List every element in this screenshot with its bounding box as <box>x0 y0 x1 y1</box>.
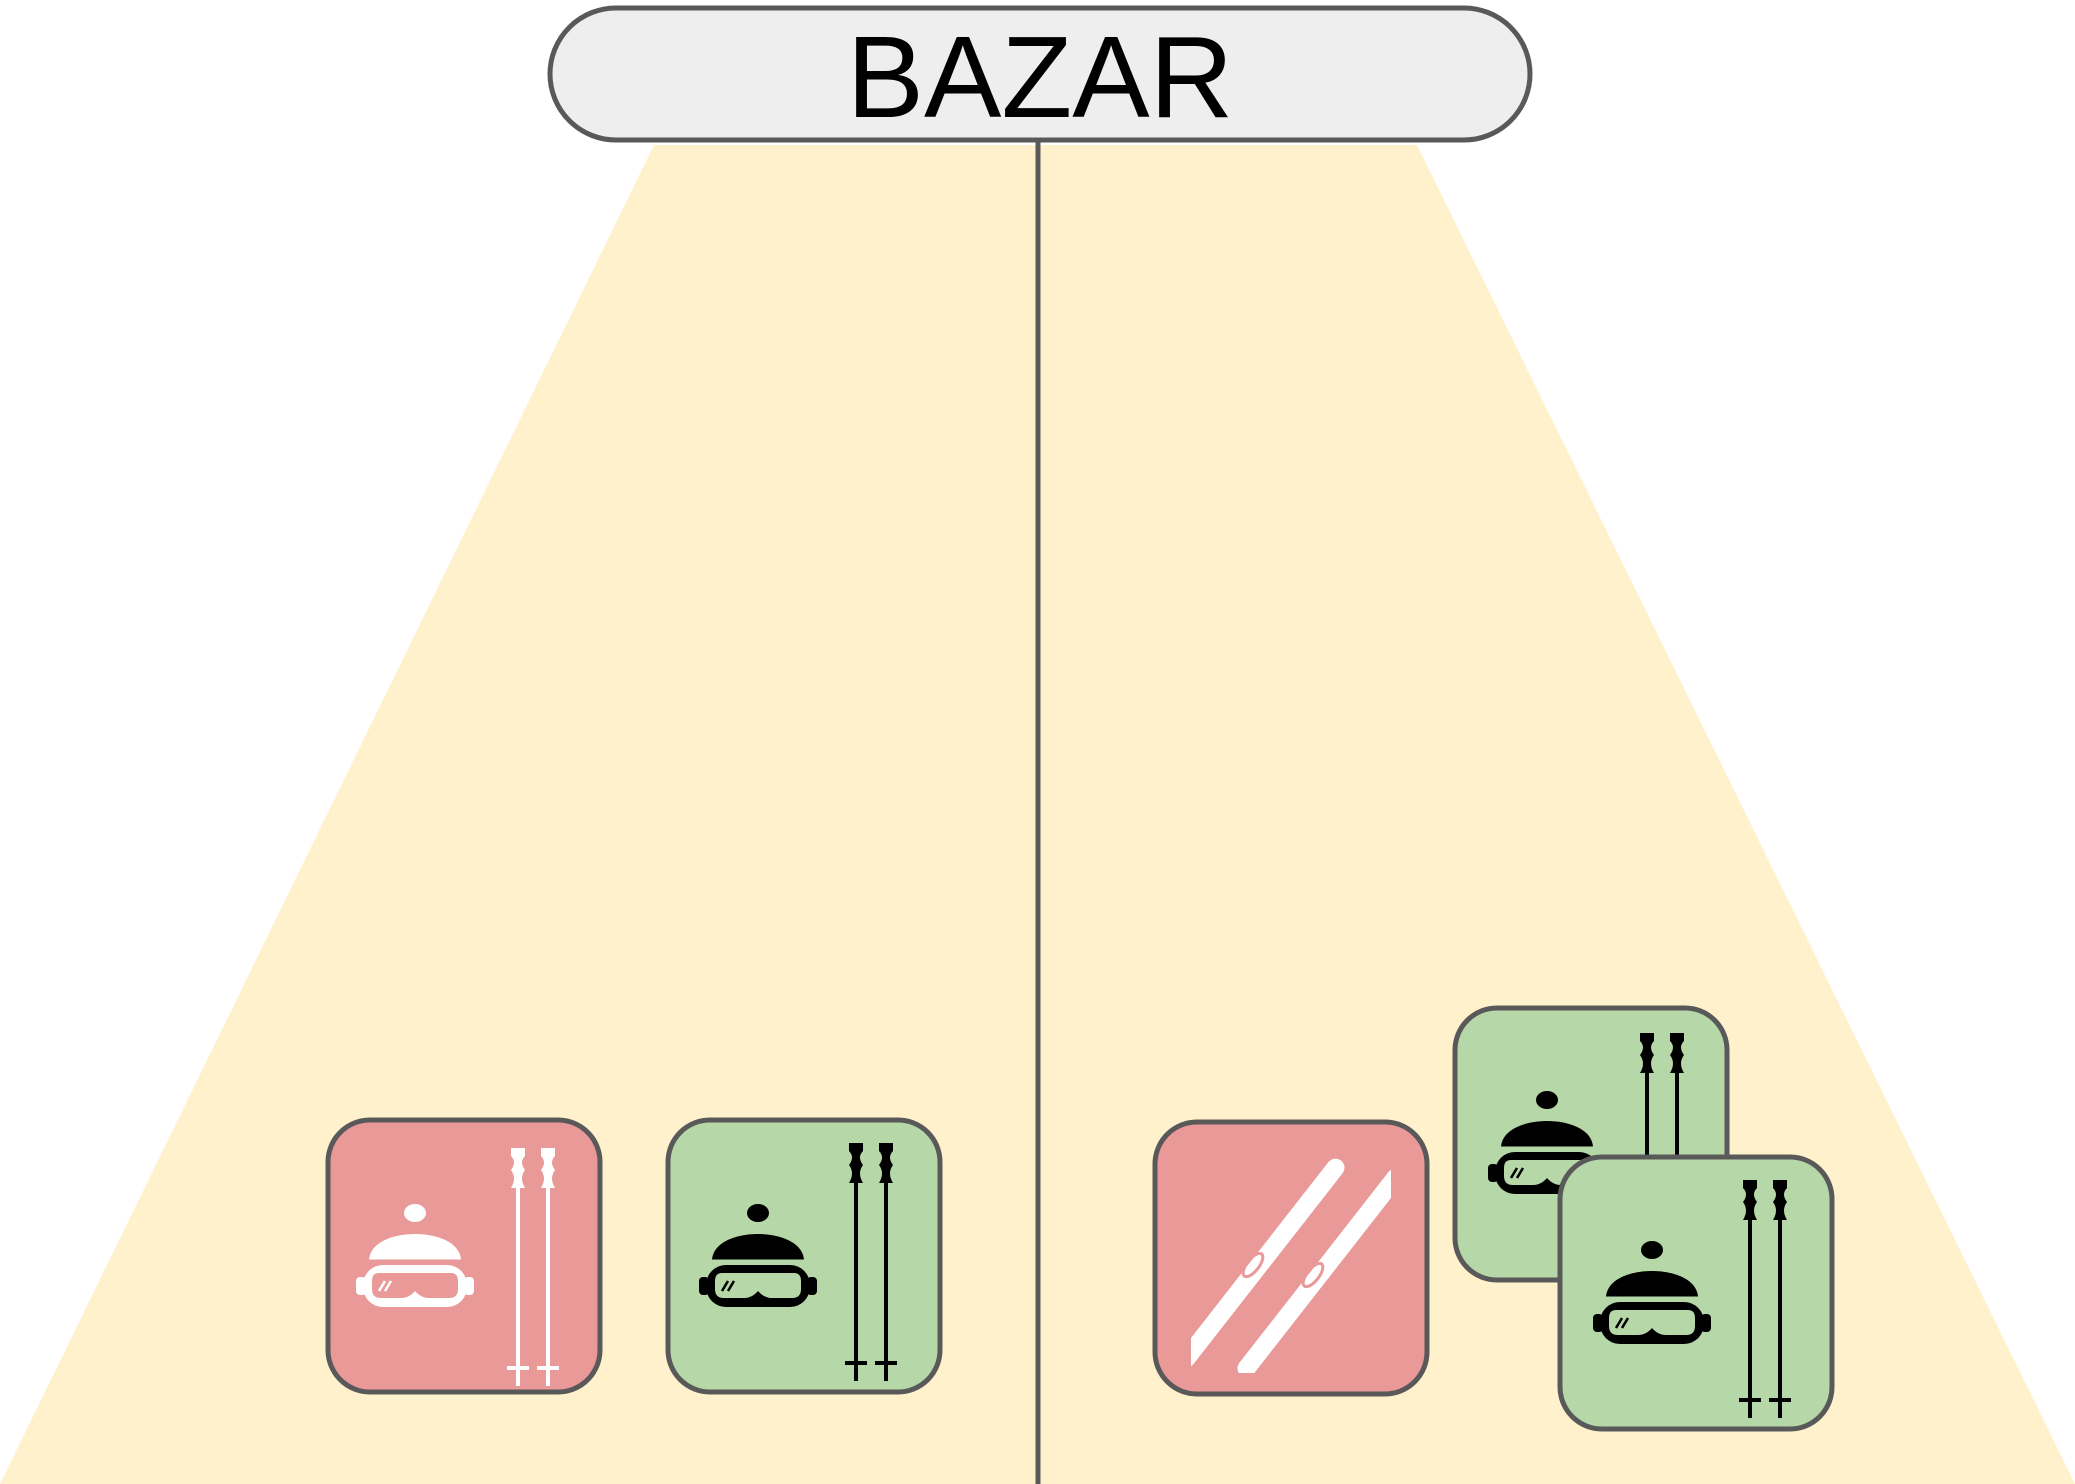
item-card-red-helmet-poles <box>325 1117 603 1395</box>
bazar-title: BAZAR <box>847 12 1234 142</box>
item-card-green-helmet-poles <box>665 1117 943 1395</box>
bazar-sign: BAZAR <box>547 5 1533 143</box>
item-card-green-helmet-poles-front <box>1557 1154 1835 1432</box>
item-card-red-skis <box>1152 1119 1430 1397</box>
